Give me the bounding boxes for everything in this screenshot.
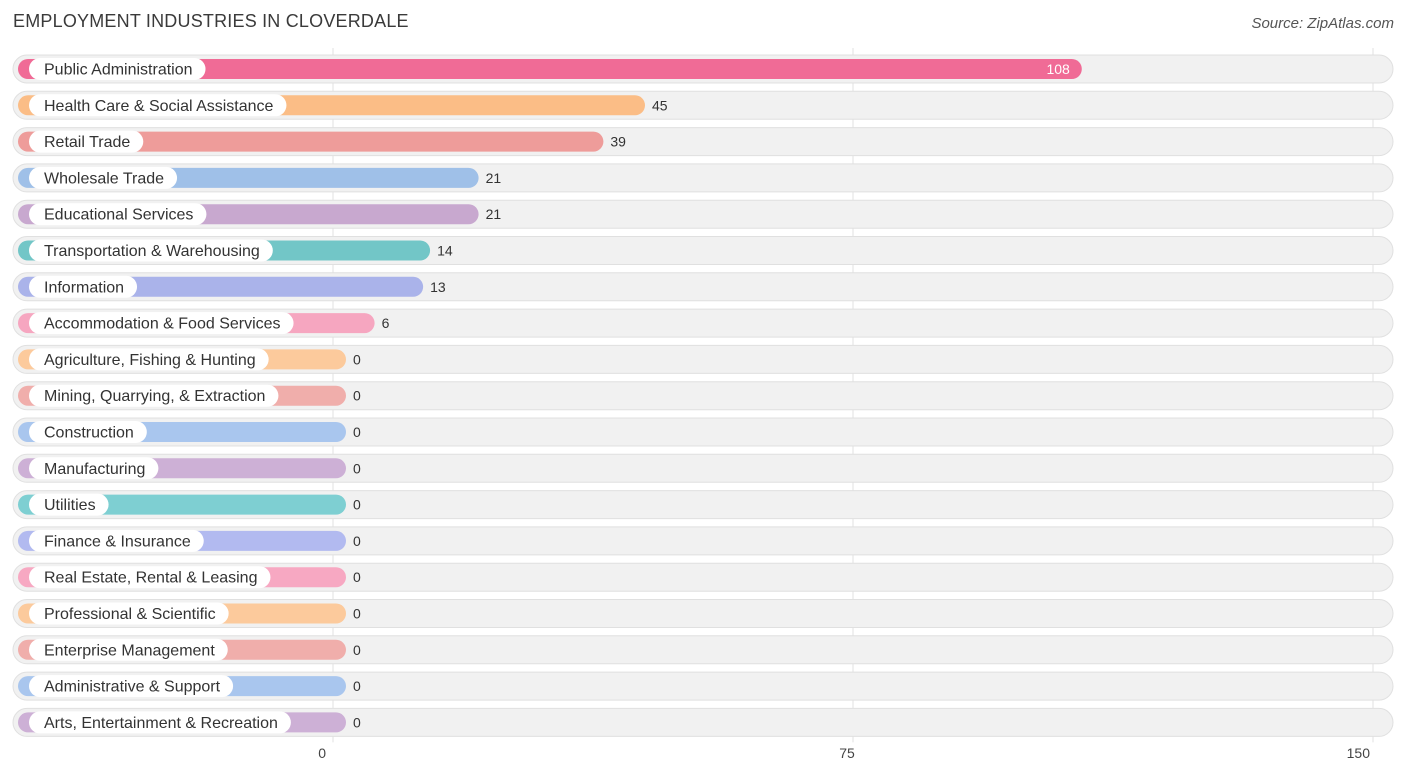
label-pill <box>29 384 279 407</box>
label-pill <box>29 529 204 552</box>
value-label: 0 <box>353 606 361 622</box>
category-label: Mining, Quarrying, & Extraction <box>44 388 265 405</box>
bar-row: Mining, Quarrying, & Extraction 0 <box>12 381 1394 411</box>
value-label: 0 <box>353 533 361 549</box>
label-pill <box>29 275 138 298</box>
x-tick-label: 150 <box>1347 745 1371 761</box>
category-label: Wholesale Trade <box>44 170 164 187</box>
bar-row: Information 13 <box>12 272 1394 302</box>
bar-row: Professional & Scientific 0 <box>12 599 1394 628</box>
value-label: 0 <box>353 497 361 513</box>
value-label: 0 <box>353 424 361 440</box>
category-label: Enterprise Management <box>44 642 215 659</box>
bar-row: Real Estate, Rental & Leasing 0 <box>12 562 1394 592</box>
x-tick-label: 75 <box>839 745 855 761</box>
category-label: Professional & Scientific <box>44 606 216 623</box>
bar-row: Accommodation & Food Services 6 <box>12 308 1394 338</box>
value-label: 0 <box>353 714 361 730</box>
category-label: Information <box>44 279 124 296</box>
bar-track <box>12 453 1394 483</box>
label-pill <box>29 711 291 734</box>
bar-row: Administrative & Support 0 <box>12 671 1394 701</box>
label-pill <box>29 130 144 153</box>
label-pill <box>29 602 229 625</box>
bar-track <box>12 344 1394 374</box>
category-label: Retail Trade <box>44 134 130 151</box>
category-label: Construction <box>44 425 134 442</box>
category-label: Arts, Entertainment & Recreation <box>44 715 278 732</box>
value-label: 39 <box>610 134 626 150</box>
bar-row: Utilities 0 <box>12 490 1394 520</box>
category-label: Educational Services <box>44 207 193 224</box>
value-label: 21 <box>486 206 502 222</box>
value-label: 0 <box>353 388 361 404</box>
label-pill <box>29 94 287 117</box>
x-axis: 0 75 150 <box>318 745 1370 761</box>
bar-rows: Public Administration 108 Health Care & So… <box>12 54 1394 737</box>
bar-track <box>12 671 1394 701</box>
bar-row: Construction 0 <box>12 417 1394 447</box>
bar-row: Educational Services 21 <box>12 199 1394 229</box>
bar-track <box>12 381 1394 411</box>
label-pill <box>29 166 178 189</box>
value-label: 0 <box>353 678 361 694</box>
label-pill <box>29 638 228 661</box>
bar-row: Finance & Insurance 0 <box>12 526 1394 556</box>
category-label: Accommodation & Food Services <box>44 316 281 333</box>
bar-row: Public Administration 108 <box>12 54 1394 84</box>
bar-row: Arts, Entertainment & Recreation 0 <box>12 707 1394 737</box>
value-label: 0 <box>353 642 361 658</box>
category-label: Transportation & Warehousing <box>44 243 260 260</box>
bar-track <box>12 562 1394 592</box>
bar-track <box>12 417 1394 447</box>
value-label: 45 <box>652 97 668 113</box>
bar-row: Wholesale Trade 21 <box>12 163 1394 193</box>
bar-track <box>12 707 1394 737</box>
bar-row: Agriculture, Fishing & Hunting 0 <box>12 344 1394 374</box>
value-label: 0 <box>353 351 361 367</box>
category-label: Manufacturing <box>44 461 145 478</box>
label-pill <box>29 239 273 262</box>
category-label: Finance & Insurance <box>44 533 191 550</box>
bar-row: Retail Trade 39 <box>12 127 1394 157</box>
bar-row: Manufacturing 0 <box>12 453 1394 483</box>
bar-row: Health Care & Social Assistance 45 <box>12 90 1394 120</box>
label-pill <box>29 493 109 516</box>
source-credit: Source: ZipAtlas.com <box>1251 15 1394 32</box>
x-tick-label: 0 <box>318 745 326 761</box>
label-pill <box>29 348 269 371</box>
label-pill <box>29 312 294 335</box>
bar <box>18 59 1082 79</box>
label-pill <box>29 675 234 698</box>
value-label: 0 <box>353 569 361 585</box>
label-pill <box>29 457 159 480</box>
bar-row: Transportation & Warehousing 14 <box>12 236 1394 265</box>
value-label: 14 <box>437 243 453 259</box>
bar-track <box>12 635 1394 665</box>
bar-row: Enterprise Management 0 <box>12 635 1394 665</box>
category-label: Real Estate, Rental & Leasing <box>44 570 257 587</box>
bar <box>18 131 604 152</box>
label-pill <box>29 566 271 589</box>
value-label: 13 <box>430 279 446 295</box>
value-label: 21 <box>486 170 502 186</box>
value-label: 108 <box>1046 61 1070 77</box>
category-label: Health Care & Social Assistance <box>44 98 274 115</box>
category-label: Administrative & Support <box>44 679 221 696</box>
chart-title: EMPLOYMENT INDUSTRIES IN CLOVERDALE <box>13 11 409 31</box>
category-label: Public Administration <box>44 62 193 79</box>
label-pill <box>29 421 147 443</box>
bar-track <box>12 599 1394 628</box>
bar-track <box>12 490 1394 520</box>
value-label: 0 <box>353 460 361 476</box>
category-label: Agriculture, Fishing & Hunting <box>44 352 256 369</box>
label-pill <box>29 58 206 80</box>
category-label: Utilities <box>44 497 96 514</box>
value-label: 6 <box>382 315 390 331</box>
bar-track <box>12 526 1394 556</box>
label-pill <box>29 203 207 226</box>
